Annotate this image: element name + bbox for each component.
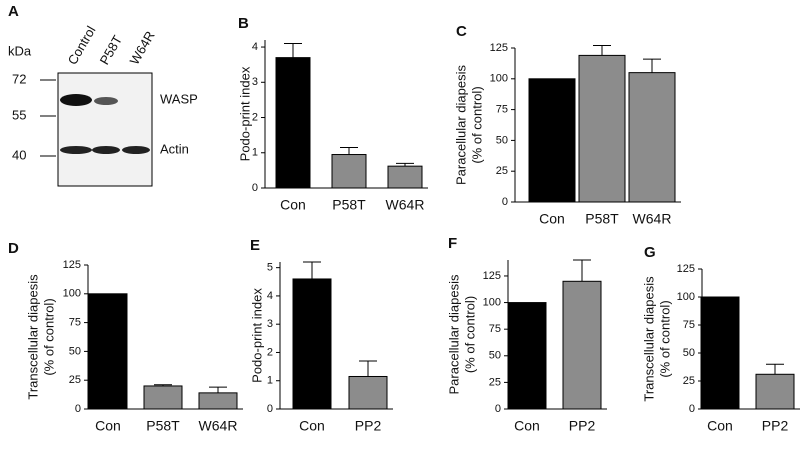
y-tick-label: 3 bbox=[267, 318, 273, 330]
lane-label: P58T bbox=[97, 33, 126, 67]
y-tick-label: 50 bbox=[69, 345, 81, 357]
band-label: WASP bbox=[160, 91, 198, 106]
y-tick-label: 100 bbox=[483, 296, 501, 308]
y-axis-label: Transcellular diapesis bbox=[641, 276, 656, 402]
x-tick-label: PP2 bbox=[762, 418, 789, 434]
panel-label: C bbox=[456, 23, 467, 40]
y-tick-label: 50 bbox=[683, 347, 695, 359]
y-tick-label: 100 bbox=[490, 73, 508, 85]
bar bbox=[88, 293, 128, 410]
y-tick-label: 25 bbox=[683, 375, 695, 387]
band bbox=[94, 97, 118, 105]
y-tick-label: 5 bbox=[267, 262, 273, 274]
bar bbox=[700, 296, 740, 410]
x-tick-label: P58T bbox=[146, 418, 180, 434]
marker-label: 40 bbox=[12, 147, 26, 162]
bar bbox=[755, 373, 795, 410]
y-axis-label: (% of control) bbox=[469, 86, 484, 163]
bar bbox=[628, 72, 676, 203]
band bbox=[92, 146, 120, 154]
y-tick-label: 25 bbox=[489, 376, 501, 388]
x-tick-label: Con bbox=[514, 418, 540, 434]
band bbox=[60, 94, 92, 106]
y-tick-label: 125 bbox=[490, 42, 508, 54]
y-axis-label: (% of control) bbox=[462, 296, 477, 373]
x-tick-label: W64R bbox=[199, 418, 238, 434]
y-tick-label: 3 bbox=[252, 76, 258, 88]
x-tick-label: P58T bbox=[585, 211, 619, 227]
y-tick-label: 0 bbox=[689, 403, 695, 415]
y-tick-label: 125 bbox=[63, 259, 81, 271]
bar bbox=[292, 278, 332, 410]
band bbox=[122, 146, 150, 154]
y-tick-label: 4 bbox=[252, 41, 258, 53]
y-tick-label: 2 bbox=[267, 346, 273, 358]
y-tick-label: 1 bbox=[252, 147, 258, 159]
y-axis-label: Paracellular diapesis bbox=[446, 274, 461, 394]
y-tick-label: 0 bbox=[502, 196, 508, 208]
x-tick-label: PP2 bbox=[355, 418, 382, 434]
bar bbox=[143, 385, 183, 410]
panel-label: F bbox=[448, 235, 457, 252]
bar bbox=[348, 375, 388, 410]
x-tick-label: Con bbox=[299, 418, 325, 434]
y-tick-label: 1 bbox=[267, 375, 273, 387]
bar bbox=[198, 392, 238, 410]
band-label: Actin bbox=[160, 141, 189, 156]
marker-label: 72 bbox=[12, 71, 26, 86]
bar bbox=[562, 280, 602, 410]
y-tick-label: 25 bbox=[496, 165, 508, 177]
x-tick-label: W64R bbox=[633, 211, 672, 227]
y-tick-label: 75 bbox=[683, 319, 695, 331]
y-tick-label: 0 bbox=[252, 182, 258, 194]
y-tick-label: 75 bbox=[69, 317, 81, 329]
bar bbox=[507, 302, 547, 410]
bar bbox=[528, 78, 576, 203]
bar bbox=[275, 57, 311, 189]
y-tick-label: 2 bbox=[252, 111, 258, 123]
y-tick-label: 50 bbox=[489, 350, 501, 362]
y-tick-label: 25 bbox=[69, 374, 81, 386]
panel-label: B bbox=[238, 15, 249, 32]
y-tick-label: 100 bbox=[677, 291, 695, 303]
lane-label: W64R bbox=[127, 28, 158, 67]
panel-label: E bbox=[250, 237, 260, 254]
x-tick-label: Con bbox=[707, 418, 733, 434]
band bbox=[60, 146, 92, 154]
x-tick-label: Con bbox=[95, 418, 121, 434]
y-tick-label: 0 bbox=[75, 403, 81, 415]
bar bbox=[331, 154, 367, 189]
y-axis-label: (% of control) bbox=[41, 298, 56, 375]
y-axis-label: Transcellular diapesis bbox=[25, 274, 40, 400]
y-tick-label: 125 bbox=[483, 270, 501, 282]
y-tick-label: 0 bbox=[495, 403, 501, 415]
y-tick-label: 50 bbox=[496, 134, 508, 146]
lane-label: Control bbox=[65, 23, 99, 67]
y-tick-label: 0 bbox=[267, 403, 273, 415]
y-axis-label: Podo-print index bbox=[237, 66, 252, 161]
x-tick-label: Con bbox=[539, 211, 565, 227]
x-tick-label: W64R bbox=[386, 197, 425, 213]
unit-label: kDa bbox=[8, 43, 32, 58]
blot bbox=[57, 72, 153, 187]
panel-label: A bbox=[8, 3, 19, 20]
y-tick-label: 125 bbox=[677, 263, 695, 275]
y-tick-label: 75 bbox=[496, 104, 508, 116]
y-tick-label: 75 bbox=[489, 323, 501, 335]
y-axis-label: Paracellular diapesis bbox=[453, 65, 468, 185]
x-tick-label: Con bbox=[280, 197, 306, 213]
y-axis-label: (% of control) bbox=[657, 300, 672, 377]
x-tick-label: P58T bbox=[332, 197, 366, 213]
y-axis-label: Podo-print index bbox=[249, 288, 264, 383]
bar bbox=[578, 54, 626, 203]
bar bbox=[387, 165, 423, 189]
y-tick-label: 100 bbox=[63, 288, 81, 300]
y-tick-label: 4 bbox=[267, 290, 273, 302]
panel-label: G bbox=[644, 244, 656, 261]
marker-label: 55 bbox=[12, 107, 26, 122]
panel-label: D bbox=[8, 240, 19, 257]
x-tick-label: PP2 bbox=[569, 418, 596, 434]
